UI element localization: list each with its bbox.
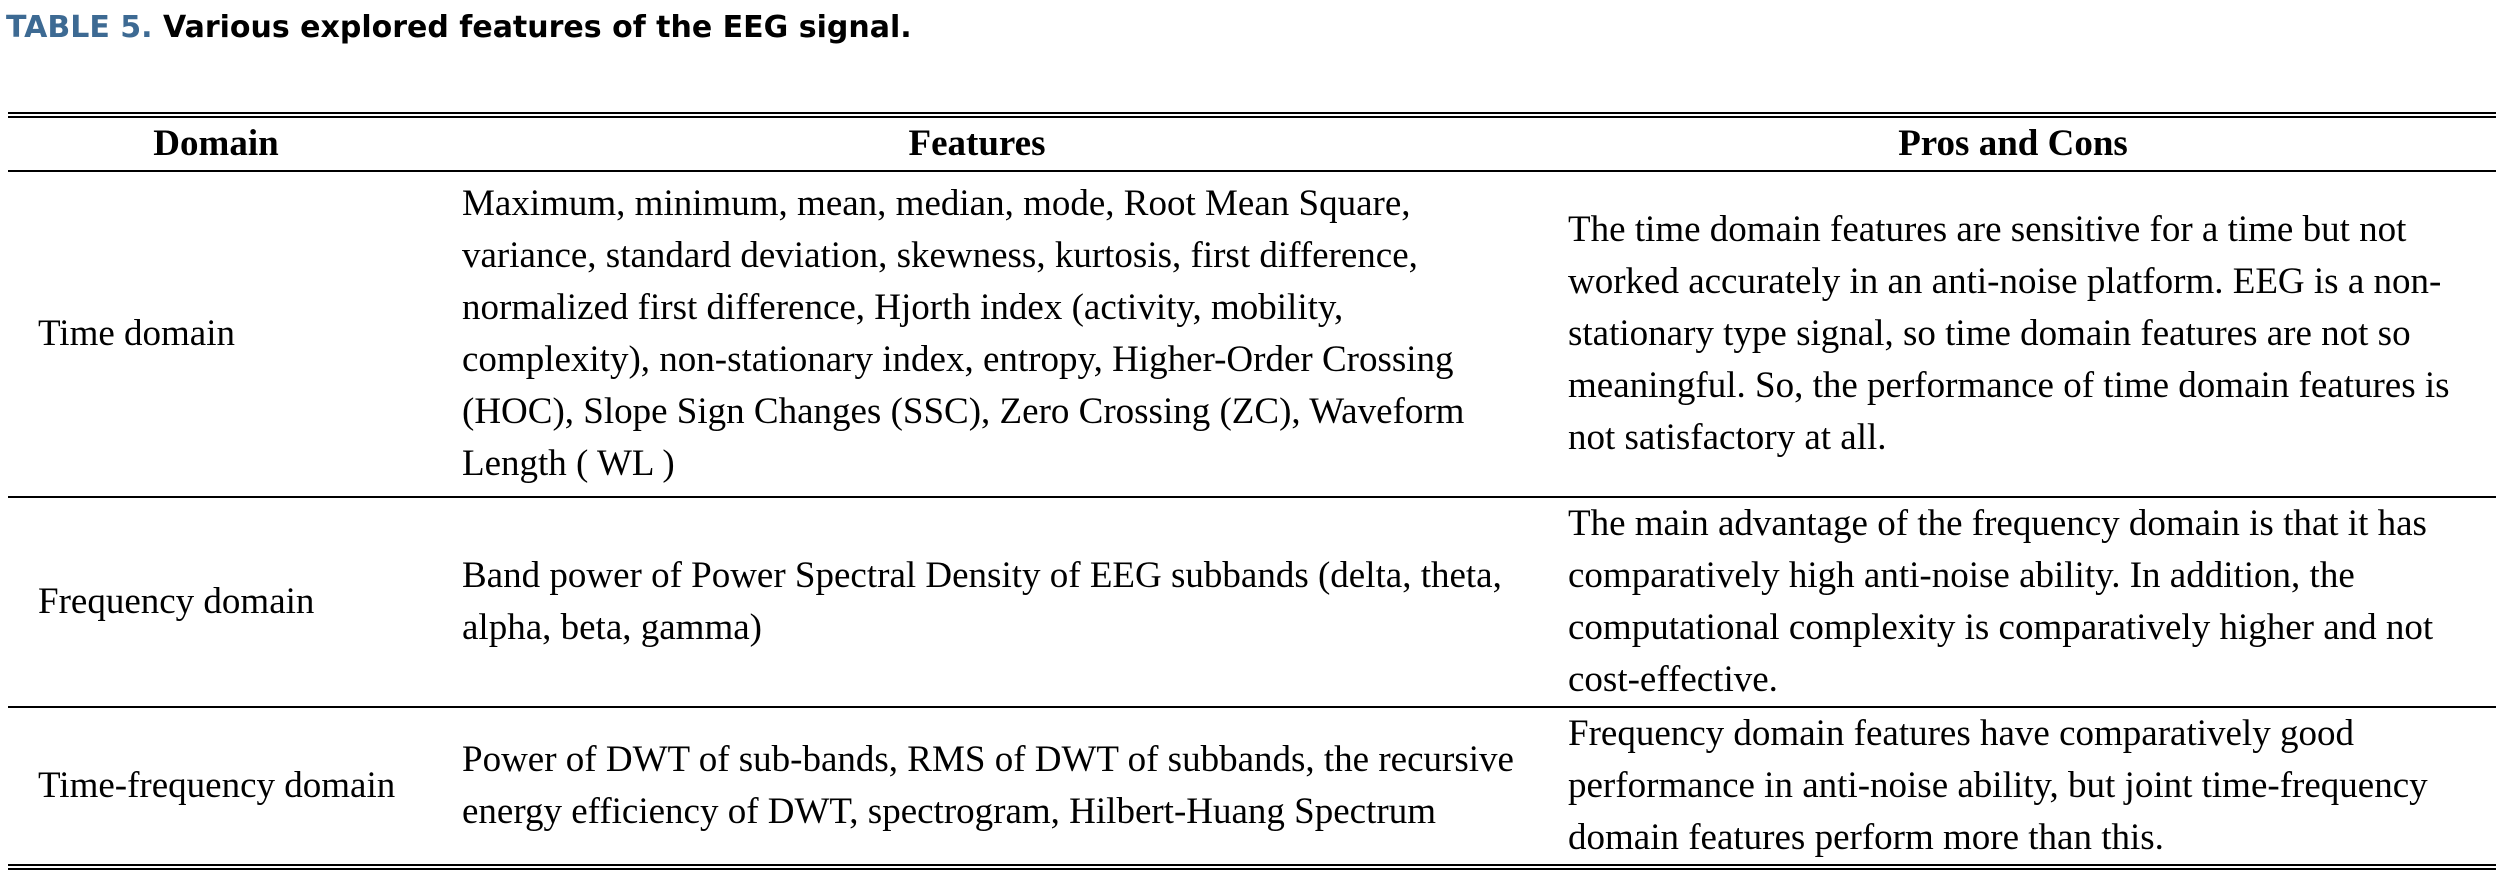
pros-cons-text: The main advantage of the frequency doma… [1568,503,2434,700]
header-features: Features [424,118,1530,172]
features-text: Maximum, minimum, mean, median, mode, Ro… [462,183,1465,484]
header-domain: Domain [8,118,424,172]
cell-pros-cons: Frequency domain features have comparati… [1530,707,2496,864]
table-caption-text: Various explored features of the EEG sig… [163,10,912,45]
table-bottom-rule [8,864,2496,870]
table-row: Time domain Maximum, minimum, mean, medi… [8,171,2496,498]
cell-pros-cons: The time domain features are sensitive f… [1530,171,2496,498]
table-row: Time-frequency domain Power of DWT of su… [8,707,2496,864]
pros-cons-text: The time domain features are sensitive f… [1568,209,2450,458]
domain-text: Frequency domain [38,581,315,622]
domain-text: Time-frequency domain [38,765,396,806]
cell-features: Power of DWT of sub-bands, RMS of DWT of… [424,707,1530,864]
table-header-row: Domain Features Pros and Cons [8,118,2496,172]
cell-features: Maximum, minimum, mean, median, mode, Ro… [424,171,1530,498]
cell-domain: Frequency domain [8,497,424,708]
table-top-rule [8,112,2496,118]
cell-features: Band power of Power Spectral Density of … [424,497,1530,708]
header-pros-and-cons: Pros and Cons [1530,118,2496,172]
domain-text: Time domain [38,313,236,354]
table-caption: TABLE 5. Various explored features of th… [6,8,912,48]
features-table: Domain Features Pros and Cons Time domai… [8,118,2496,864]
cell-domain: Time domain [8,171,424,498]
features-text: Band power of Power Spectral Density of … [462,555,1502,648]
table-row: Frequency domain Band power of Power Spe… [8,497,2496,708]
pros-cons-text: Frequency domain features have comparati… [1568,713,2428,858]
features-text: Power of DWT of sub-bands, RMS of DWT of… [462,739,1514,832]
table-caption-label: TABLE 5. [6,10,153,45]
cell-domain: Time-frequency domain [8,707,424,864]
cell-pros-cons: The main advantage of the frequency doma… [1530,497,2496,708]
features-table-wrapper: Domain Features Pros and Cons Time domai… [8,112,2496,870]
